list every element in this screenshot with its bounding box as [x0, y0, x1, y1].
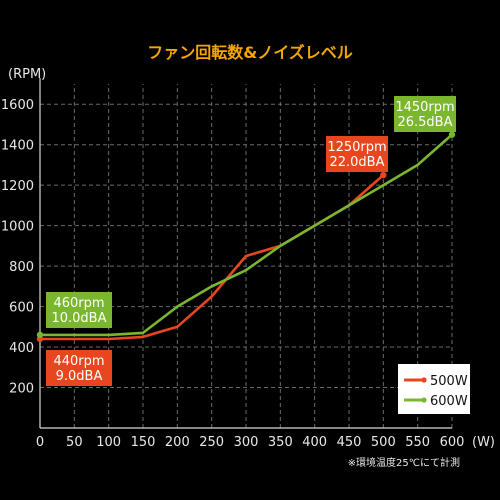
callout-rpm-label: 440rpm [53, 354, 104, 369]
y-tick-label: 1400 [1, 139, 34, 154]
y-tick-label: 1200 [1, 179, 34, 194]
x-tick-label: 550 [405, 435, 430, 450]
x-tick-label: 100 [96, 435, 121, 450]
series-start-point-600W [36, 331, 44, 339]
x-tick-label: 350 [268, 435, 293, 450]
y-tick-label: 1000 [1, 220, 34, 235]
series-lines [36, 131, 456, 343]
x-tick-label: 50 [66, 435, 83, 450]
callout-dba-label: 10.0dBA [51, 311, 106, 326]
series-end-point-600W [448, 131, 456, 138]
legend-box [398, 364, 470, 414]
callout-box [394, 96, 456, 132]
y-tick-label: 200 [9, 382, 34, 397]
callout-box [46, 292, 112, 328]
legend-marker-600W [421, 397, 427, 403]
callout-rpm-label: 1250rpm [327, 140, 386, 155]
callout-box [46, 350, 112, 386]
y-tick-label: 400 [9, 341, 34, 356]
x-tick-label: 450 [337, 435, 362, 450]
x-tick-label: 250 [199, 435, 224, 450]
callout-rpm-label: 460rpm [53, 296, 104, 311]
x-tick-label: 300 [234, 435, 259, 450]
callout-rpm-label: 1450rpm [395, 100, 454, 115]
callout-dba-label: 22.0dBA [329, 155, 384, 170]
axes [39, 78, 452, 429]
x-tick-label: 0 [36, 435, 44, 450]
series-line-600W [40, 133, 453, 337]
legend-marker-500W [421, 377, 427, 383]
series-end-point-500W [380, 171, 387, 179]
y-tick-label: 1600 [1, 98, 34, 113]
legend-label-600W: 600W [430, 394, 468, 409]
tick-labels: 0 50 100 150 200 250 300 350 400 450 500 550 600 200 4… [1, 98, 465, 450]
measurement-note: ※環境温度25℃にて計測 [348, 456, 460, 469]
y-tick-label: 800 [9, 260, 34, 275]
x-tick-label: 500 [371, 435, 396, 450]
callout-dba-label: 9.0dBA [56, 369, 103, 384]
callouts: 460rpm10.0dBA440rpm9.0dBA1250rpm22.0dBA1… [46, 96, 456, 386]
callout-dba-label: 26.5dBA [397, 115, 452, 130]
x-tick-label: 600 [440, 435, 465, 450]
y-axis-unit-label: (RPM) [8, 67, 46, 82]
legend: 500W 600W [398, 364, 470, 414]
x-tick-label: 150 [131, 435, 156, 450]
legend-label-500W: 500W [430, 374, 468, 389]
x-tick-label: 200 [165, 435, 190, 450]
x-tick-label: 400 [302, 435, 327, 450]
chart-title: ファン回転数&ノイズレベル [147, 43, 352, 62]
callout-box [326, 136, 388, 172]
x-axis-unit-label: (W) [472, 435, 495, 450]
y-tick-label: 600 [9, 301, 34, 316]
